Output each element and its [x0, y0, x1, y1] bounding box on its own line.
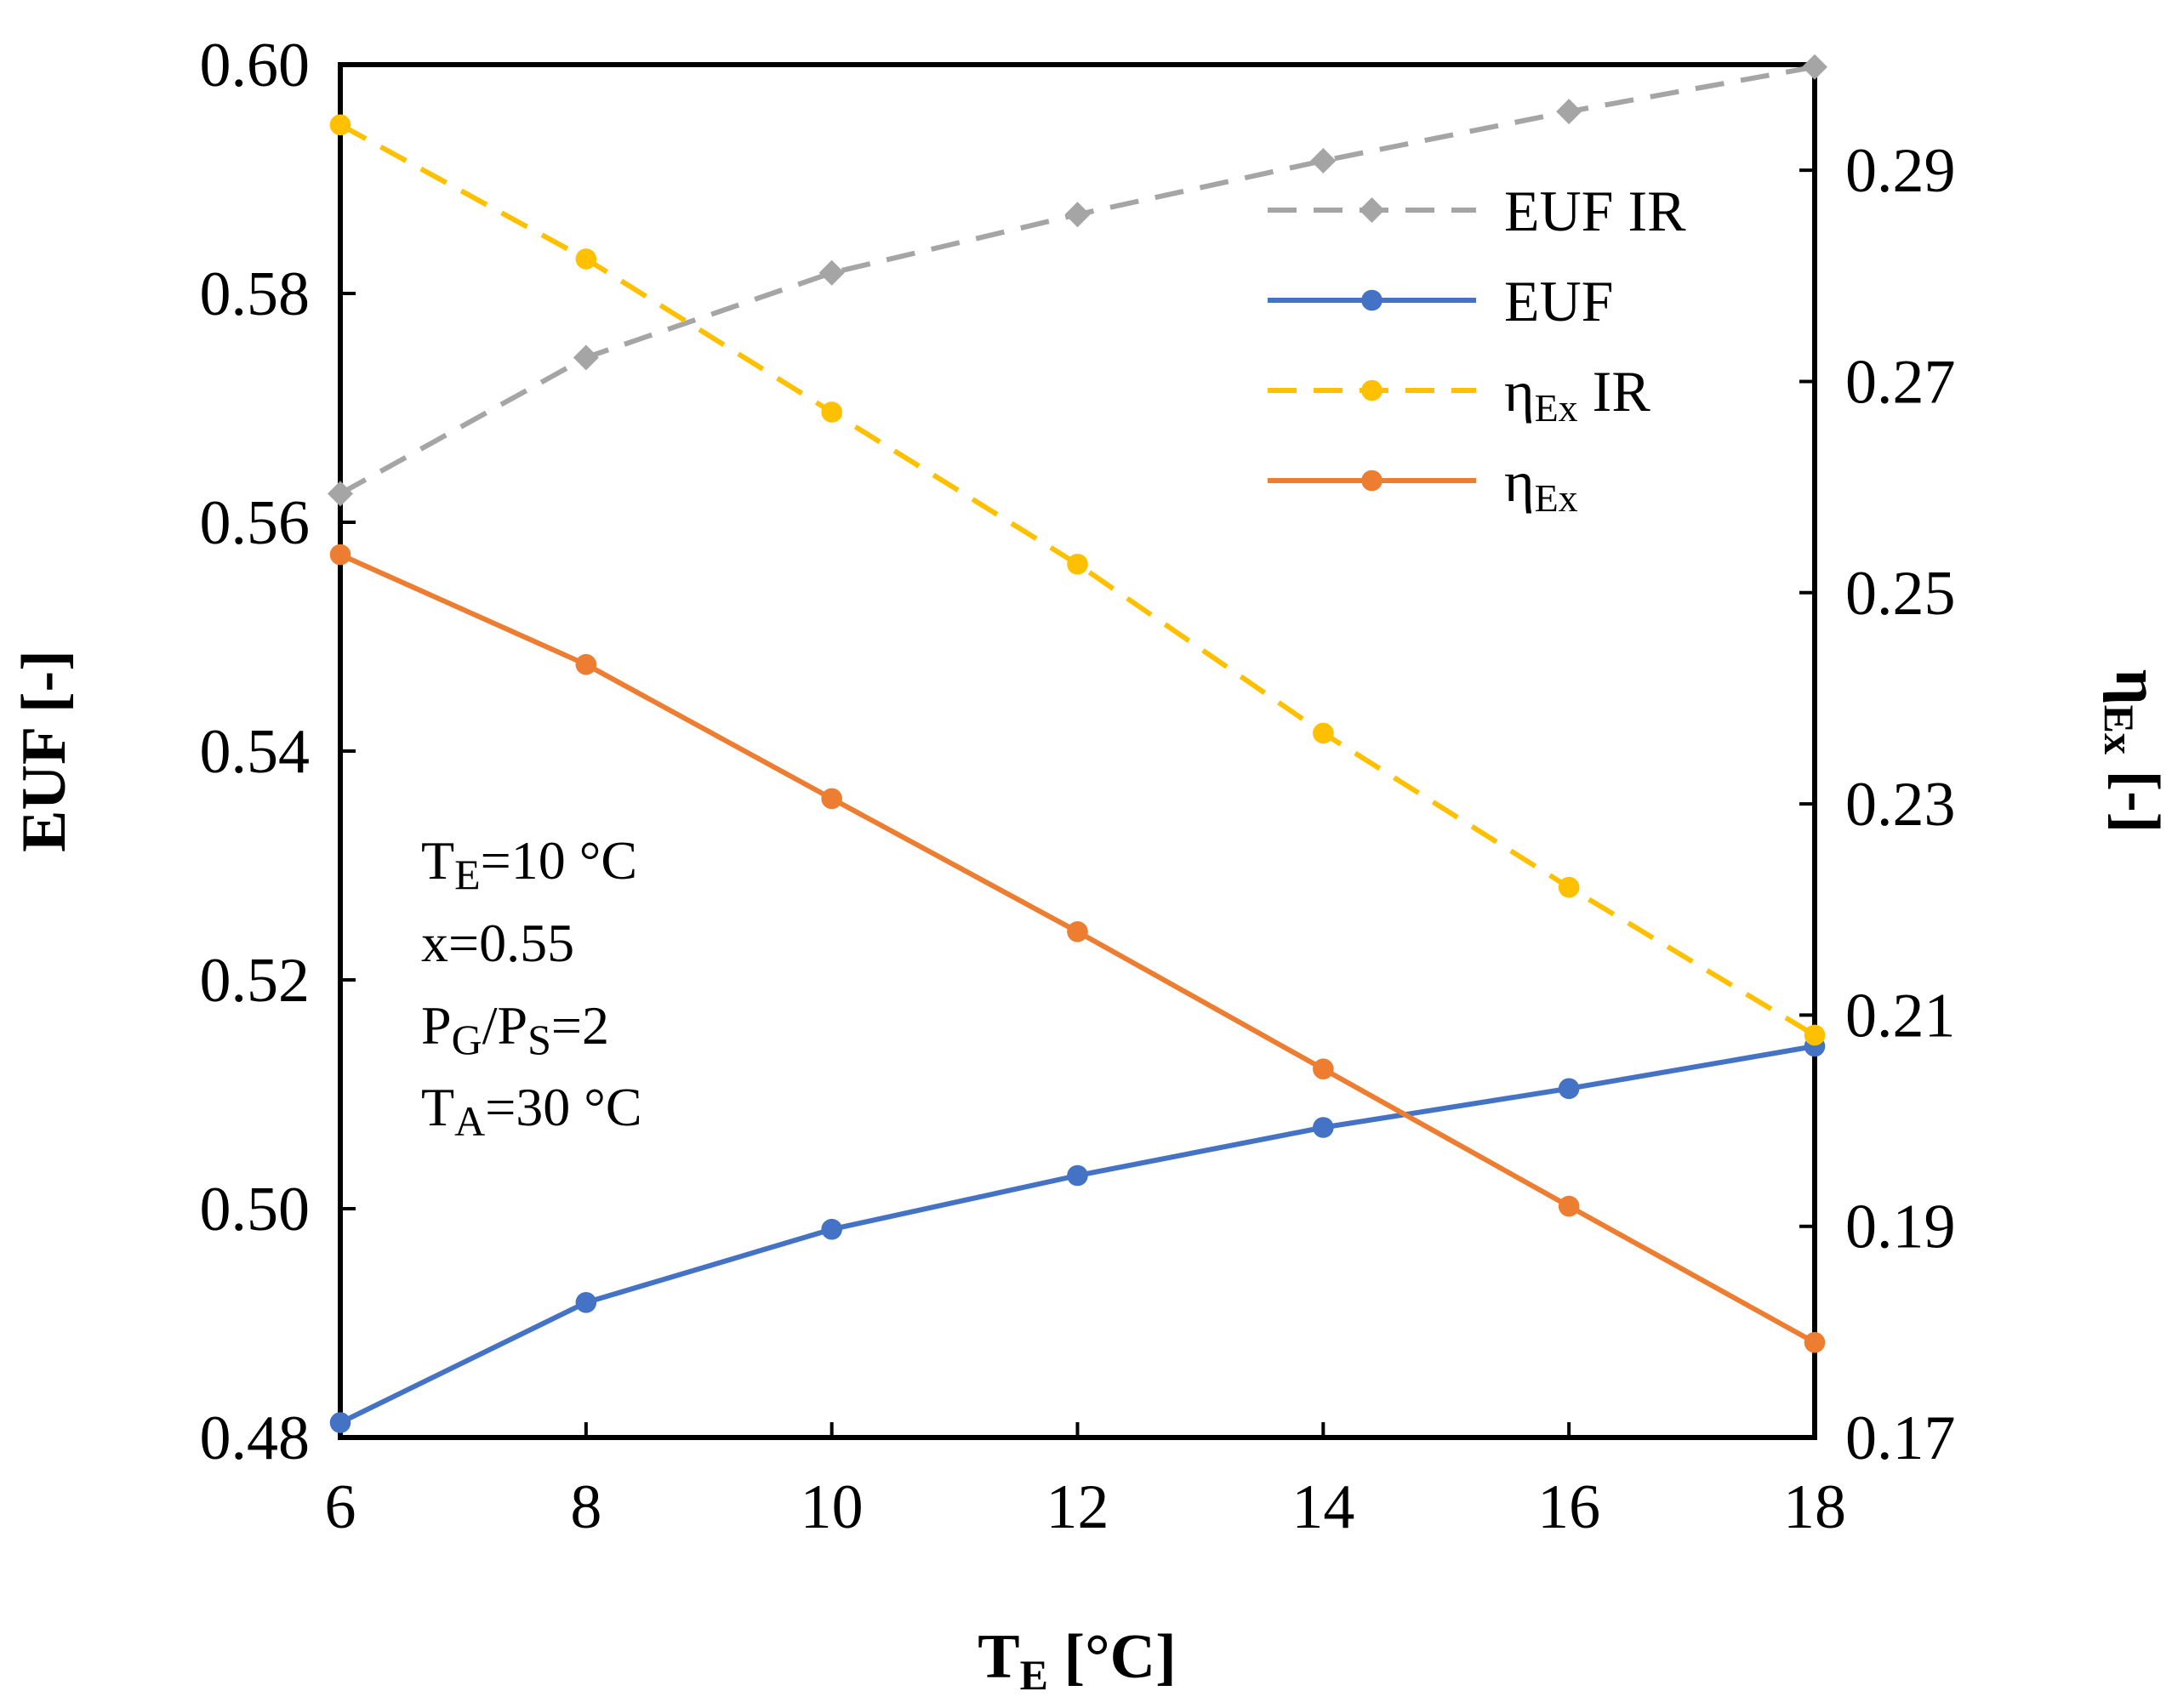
- data-point-eta: [1804, 1331, 1826, 1353]
- legend-label-euf: EUF: [1504, 269, 1613, 333]
- x-tick-label: 16: [1537, 1472, 1600, 1542]
- ticks: 6 8 10 12 14 16 18 0.48 0.50 0.52 0.54 0.56 0.58 0.60…: [200, 31, 1956, 1542]
- y-axis-right-title: ηEx [-]: [2095, 669, 2172, 834]
- legend-label-eta_ir: ηEx IR: [1504, 359, 1650, 430]
- annotation-line-x: x=0.55: [421, 913, 574, 973]
- data-point-eta_ir: [575, 248, 597, 270]
- series-eta: [329, 544, 1826, 1353]
- x-axis-title: TE [°C]: [978, 1622, 1177, 1699]
- y-left-tick-label: 0.56: [200, 488, 311, 558]
- y-right-tick-label: 0.21: [1845, 981, 1956, 1050]
- data-point-euf: [1558, 1078, 1580, 1100]
- series-eta_ir: [329, 114, 1826, 1046]
- legend-marker-eta_ir: [1361, 379, 1382, 401]
- data-point-eta: [1313, 1058, 1334, 1080]
- data-point-eta_ir: [329, 114, 351, 136]
- y-right-tick-label: 0.27: [1845, 347, 1956, 417]
- x-tick-label: 8: [570, 1472, 601, 1542]
- data-point-eta: [1558, 1195, 1580, 1217]
- x-tick-label: 18: [1783, 1472, 1846, 1542]
- y-axis-left-title: EUF [-]: [9, 650, 79, 852]
- y-right-tick-label: 0.29: [1845, 136, 1956, 206]
- y-left-tick-label: 0.48: [200, 1403, 311, 1473]
- x-tick-label: 6: [325, 1472, 356, 1542]
- data-point-euf: [1067, 1164, 1088, 1187]
- conditions-annotation: TE=10 °C x=0.55 PG/PS=2 TA=30 °C: [421, 830, 642, 1145]
- data-point-euf_ir: [1064, 202, 1091, 228]
- data-point-euf_ir: [1556, 99, 1582, 125]
- data-point-euf_ir: [1310, 147, 1337, 174]
- legend-label-eta: ηEx: [1504, 449, 1578, 520]
- legend-item-euf: EUF: [1268, 269, 1613, 333]
- legend-marker-euf_ir: [1359, 197, 1385, 223]
- data-point-eta_ir: [1804, 1024, 1826, 1046]
- data-point-euf: [821, 1218, 842, 1240]
- y-right-tick-label: 0.25: [1845, 559, 1956, 629]
- series-euf_ir: [328, 54, 1827, 507]
- x-tick-label: 12: [1046, 1472, 1109, 1542]
- annotation-line-ta: TA=30 °C: [421, 1077, 642, 1145]
- data-point-euf_ir: [818, 259, 845, 286]
- legend: EUF IR EUF ηEx IR ηEx: [1268, 179, 1686, 520]
- y-left-tick-label: 0.60: [200, 31, 311, 100]
- data-point-euf: [1313, 1117, 1334, 1138]
- y-left-tick-label: 0.52: [200, 946, 311, 1016]
- legend-label-euf_ir: EUF IR: [1504, 179, 1686, 243]
- y-right-tick-label: 0.19: [1845, 1193, 1956, 1262]
- legend-marker-euf: [1361, 289, 1382, 311]
- data-point-euf: [575, 1291, 597, 1313]
- data-point-euf_ir: [1802, 54, 1827, 80]
- data-point-eta: [821, 788, 842, 810]
- legend-item-euf_ir: EUF IR: [1268, 179, 1686, 243]
- y-left-tick-label: 0.50: [200, 1175, 311, 1244]
- series-group: [328, 54, 1827, 1433]
- data-point-euf: [329, 1412, 351, 1433]
- y-left-tick-label: 0.54: [200, 717, 311, 787]
- y-left-tick-label: 0.58: [200, 259, 311, 329]
- data-point-eta: [575, 653, 597, 675]
- data-point-euf_ir: [573, 344, 599, 371]
- y-right-tick-label: 0.23: [1845, 770, 1956, 840]
- x-tick-label: 14: [1291, 1472, 1354, 1542]
- data-point-eta: [1067, 921, 1088, 942]
- series-euf: [329, 1035, 1826, 1433]
- y-right-tick-label: 0.17: [1845, 1403, 1956, 1473]
- data-point-eta_ir: [1313, 722, 1334, 744]
- data-point-eta: [329, 544, 351, 566]
- data-point-euf_ir: [328, 481, 353, 507]
- legend-item-eta_ir: ηEx IR: [1268, 359, 1650, 430]
- data-point-eta_ir: [1067, 553, 1088, 575]
- legend-item-eta: ηEx: [1268, 449, 1578, 520]
- legend-marker-eta: [1361, 470, 1382, 492]
- data-point-eta_ir: [821, 401, 842, 423]
- series-line-eta_ir: [339, 122, 1816, 1038]
- x-tick-label: 10: [801, 1472, 864, 1542]
- annotation-line-pressure-ratio: PG/PS=2: [421, 995, 609, 1063]
- data-point-eta_ir: [1558, 876, 1580, 898]
- annotation-line-te: TE=10 °C: [421, 830, 637, 898]
